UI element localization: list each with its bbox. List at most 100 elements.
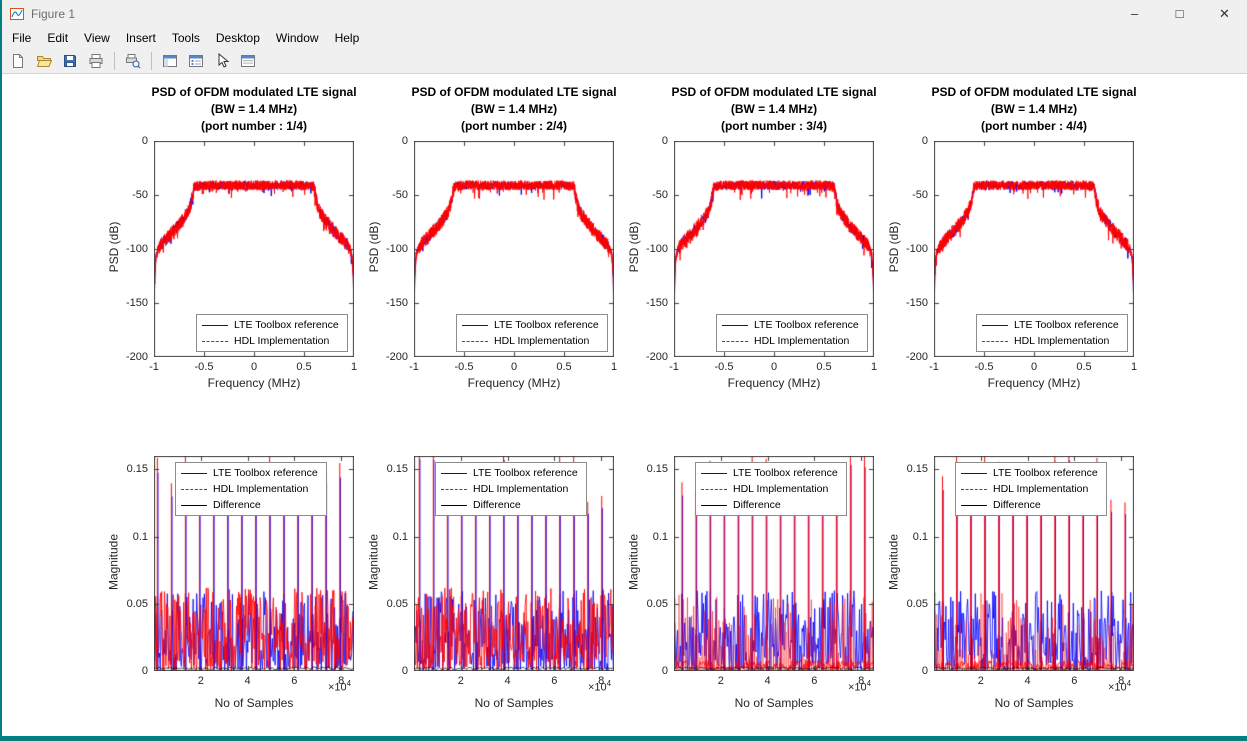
axis-multiplier: ×104 — [1108, 679, 1131, 694]
legend-line-sample — [982, 324, 1008, 326]
y-tick-label: 0.05 — [646, 597, 668, 610]
legend-line-sample — [462, 340, 488, 342]
menu-item-file[interactable]: File — [12, 31, 32, 45]
legend-entry: HDL Implementation — [462, 333, 599, 349]
maximize-button[interactable]: □ — [1175, 6, 1184, 21]
x-tick-label: 0 — [1030, 361, 1038, 373]
legend-entry-label: HDL Implementation — [733, 483, 829, 495]
legend-entry-label: HDL Implementation — [473, 483, 569, 495]
y-tick-label: 0.05 — [906, 597, 928, 610]
subplot-psd-port2: PSD of OFDM modulated LTE signal (BW = 1… — [354, 84, 617, 449]
y-tick-label: 0 — [921, 665, 928, 677]
legend-entry-label: LTE Toolbox reference — [213, 467, 318, 479]
legend-line-sample — [961, 488, 987, 490]
legend-entry-label: LTE Toolbox reference — [494, 319, 599, 331]
legend[interactable]: LTE Toolbox reference HDL Implementation — [456, 314, 608, 352]
axes-area[interactable]: 0 -50 -100 -150 -200 -1 -0.5 0 0.5 1 LTE Toolbox… — [646, 135, 877, 373]
y-tick-label: 0.1 — [392, 530, 408, 543]
legend-entry-label: HDL Implementation — [993, 483, 1089, 495]
y-tick-label: -50 — [652, 189, 668, 201]
legend-entry-label: HDL Implementation — [754, 335, 850, 347]
legend-line-sample — [441, 488, 467, 490]
legend[interactable]: LTE Toolbox reference HDL Implementation — [196, 314, 348, 352]
y-tick-label: 0 — [661, 665, 668, 677]
legend-entry: HDL Implementation — [441, 481, 578, 497]
new-figure-button[interactable] — [6, 50, 30, 72]
x-tick-label: 0 — [250, 361, 258, 373]
legend[interactable]: LTE Toolbox reference HDL Implementation D… — [695, 462, 847, 516]
legend-entry-label: LTE Toolbox reference — [733, 467, 838, 479]
figure-palette-button[interactable] — [158, 50, 182, 72]
axis-multiplier-base: ×10 — [588, 681, 607, 694]
legend[interactable]: LTE Toolbox reference HDL Implementation D… — [955, 462, 1107, 516]
x-tick-label: 0 — [770, 361, 778, 373]
menu-item-window[interactable]: Window — [275, 31, 319, 45]
menu-item-edit[interactable]: Edit — [47, 31, 69, 45]
x-tick-label: 0.5 — [296, 361, 312, 373]
legend[interactable]: LTE Toolbox reference HDL Implementation D… — [435, 462, 587, 516]
legend-line-sample — [441, 472, 467, 474]
legend-line-sample — [961, 504, 987, 506]
x-tick-label: 2 — [977, 675, 984, 687]
y-tick-label: 0.15 — [646, 463, 668, 476]
minimize-button[interactable]: – — [1130, 6, 1139, 21]
legend-entry-label: HDL Implementation — [494, 335, 590, 347]
title-bar[interactable]: Figure 1 – □ ✕ — [2, 0, 1247, 27]
legend-entry-label: Difference — [733, 499, 781, 511]
y-tick-label: 0.05 — [386, 597, 408, 610]
legend-entry: HDL Implementation — [202, 333, 339, 349]
legend-entry: HDL Implementation — [722, 333, 859, 349]
legend[interactable]: LTE Toolbox reference HDL Implementation — [716, 314, 868, 352]
menu-item-desktop[interactable]: Desktop — [215, 31, 260, 45]
legend-line-sample — [441, 504, 467, 506]
new-figure-icon — [13, 54, 23, 68]
axis-multiplier-base: ×10 — [328, 681, 347, 694]
x-tick-label: 6 — [811, 675, 818, 687]
legend-entry: HDL Implementation — [701, 481, 838, 497]
x-tick-label: -1 — [669, 361, 679, 373]
menu-item-insert[interactable]: Insert — [125, 31, 156, 45]
x-axis-label: Frequency (MHz) — [987, 376, 1081, 390]
toolbar-separator — [151, 52, 152, 70]
plot-title-line: (BW = 1.4 MHz) — [990, 102, 1078, 116]
legend[interactable]: LTE Toolbox reference HDL Implementation D… — [175, 462, 327, 516]
save-figure-button[interactable] — [58, 50, 82, 72]
legend-entry-label: LTE Toolbox reference — [473, 467, 578, 479]
x-axis-label: No of Samples — [214, 696, 294, 710]
legend[interactable]: LTE Toolbox reference HDL Implementation — [976, 314, 1128, 352]
x-axis-label: No of Samples — [734, 696, 814, 710]
menu-item-tools[interactable]: Tools — [171, 31, 200, 45]
legend-entry: Difference — [181, 497, 318, 513]
y-tick-label: -50 — [132, 189, 148, 201]
edit-plot-button[interactable] — [210, 50, 234, 72]
axis-multiplier-base: ×10 — [1108, 681, 1127, 694]
plot-title: PSD of OFDM modulated LTE signal (BW = 1… — [854, 84, 1214, 135]
y-tick-label: 0.15 — [906, 463, 928, 476]
legend-entry-label: LTE Toolbox reference — [754, 319, 859, 331]
plot-browser-button[interactable] — [184, 50, 208, 72]
y-tick-label: 0 — [661, 135, 668, 147]
print-figure-button[interactable] — [84, 50, 108, 72]
print-preview-button[interactable] — [121, 50, 145, 72]
axes-area[interactable]: 0 -50 -100 -150 -200 -1 -0.5 0 0.5 1 LTE Toolbox… — [126, 135, 357, 373]
close-button[interactable]: ✕ — [1219, 6, 1230, 21]
y-tick-label: -50 — [912, 189, 928, 201]
legend-entry: Difference — [701, 497, 838, 513]
menu-item-view[interactable]: View — [84, 31, 110, 45]
open-file-button[interactable] — [32, 50, 56, 72]
axes-area[interactable]: 0 -50 -100 -150 -200 -1 -0.5 0 0.5 1 LTE Toolbox… — [386, 135, 617, 373]
property-editor-button[interactable] — [236, 50, 260, 72]
y-tick-label: -200 — [645, 351, 668, 363]
menu-item-help[interactable]: Help — [334, 31, 360, 45]
y-tick-label: 0 — [141, 135, 148, 147]
edit-plot-cursor-icon — [218, 53, 230, 68]
y-axis-label: PSD (dB) — [367, 221, 381, 273]
axes-area[interactable]: 0 -50 -100 -150 -200 -1 -0.5 0 0.5 1 LTE Toolbox… — [906, 135, 1137, 373]
figure-palette-icon — [163, 55, 177, 67]
x-tick-label: 6 — [551, 675, 558, 687]
x-axis-label: Frequency (MHz) — [467, 376, 561, 390]
